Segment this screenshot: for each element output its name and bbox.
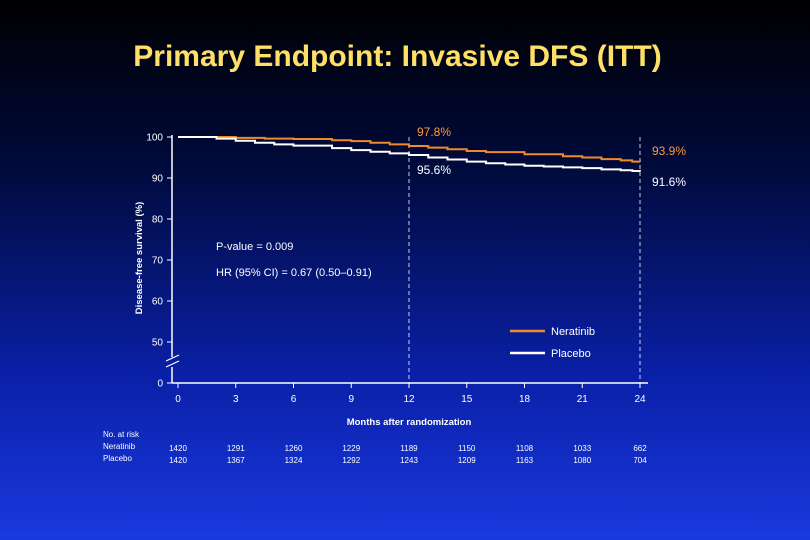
placebo-24m-value: 91.6%: [652, 175, 686, 189]
risk-value-placebo: 1367: [227, 456, 245, 465]
risk-row-label: Neratinib: [103, 442, 136, 451]
chart-axes: 0 50 60 70 80 90 100 0 3 6 9 12 15 18 21 24 Months after…: [134, 133, 648, 428]
x-tick-label: 9: [348, 394, 354, 405]
risk-value-neratinib: 1420: [169, 444, 187, 453]
x-tick-label: 21: [577, 394, 589, 405]
risk-value-placebo: 1243: [400, 456, 418, 465]
risk-value-neratinib: 1189: [400, 444, 418, 453]
axis-break-mark: [165, 360, 180, 368]
risk-row-label: Placebo: [103, 454, 132, 463]
risk-value-neratinib: 1108: [516, 444, 534, 453]
risk-value-neratinib: 1033: [573, 444, 591, 453]
risk-table: No. at risk Neratinib 1420 1291 1260 1229 1189…: [103, 430, 647, 465]
p-value-text: P-value = 0.009: [216, 241, 293, 253]
risk-value-neratinib: 662: [633, 444, 647, 453]
risk-value-neratinib: 1260: [285, 444, 303, 453]
risk-value-placebo: 704: [633, 456, 647, 465]
risk-value-placebo: 1080: [573, 456, 591, 465]
x-tick-label: 24: [634, 394, 646, 405]
series-line-placebo: [178, 136, 641, 173]
x-tick-label: 6: [291, 394, 297, 405]
legend: Neratinib Placebo: [510, 326, 595, 360]
placebo-12m-value: 95.6%: [417, 163, 451, 177]
y-tick-label: 90: [152, 174, 164, 185]
reference-lines: [408, 137, 641, 383]
x-tick-label: 3: [233, 394, 239, 405]
y-axis-title: Disease-free survival (%): [134, 202, 145, 314]
x-tick-label: 12: [403, 394, 415, 405]
risk-value-placebo: 1163: [516, 456, 534, 465]
slide-title: Primary Endpoint: Invasive DFS (ITT): [133, 40, 662, 73]
axis-break-mark: [165, 354, 180, 362]
y-tick-label: 70: [152, 256, 164, 267]
risk-value-neratinib: 1150: [458, 444, 476, 453]
hazard-ratio-text: HR (95% CI) = 0.67 (0.50–0.91): [216, 267, 372, 279]
y-tick-label: 50: [152, 338, 164, 349]
legend-label-neratinib: Neratinib: [551, 326, 595, 338]
legend-label-placebo: Placebo: [551, 348, 591, 360]
y-tick-label: 100: [146, 133, 163, 144]
y-tick-label: 80: [152, 215, 164, 226]
series-lines: [178, 136, 641, 173]
x-tick-label: 18: [519, 394, 531, 405]
y-tick-label: 60: [152, 297, 164, 308]
neratinib-24m-value: 93.9%: [652, 144, 686, 158]
x-tick-label: 15: [461, 394, 473, 405]
risk-table-header: No. at risk: [103, 430, 140, 439]
series-line-neratinib: [178, 136, 641, 163]
risk-value-placebo: 1209: [458, 456, 476, 465]
x-axis-title: Months after randomization: [347, 417, 472, 428]
risk-value-placebo: 1324: [285, 456, 303, 465]
risk-value-placebo: 1292: [342, 456, 360, 465]
risk-value-placebo: 1420: [169, 456, 187, 465]
risk-value-neratinib: 1229: [342, 444, 360, 453]
y-tick-label: 0: [157, 379, 163, 390]
chart-annotations: 97.8% 95.6% 93.9% 91.6% P-value = 0.009 HR (9…: [216, 125, 686, 279]
neratinib-12m-value: 97.8%: [417, 125, 451, 139]
x-tick-label: 0: [175, 394, 181, 405]
risk-value-neratinib: 1291: [227, 444, 245, 453]
